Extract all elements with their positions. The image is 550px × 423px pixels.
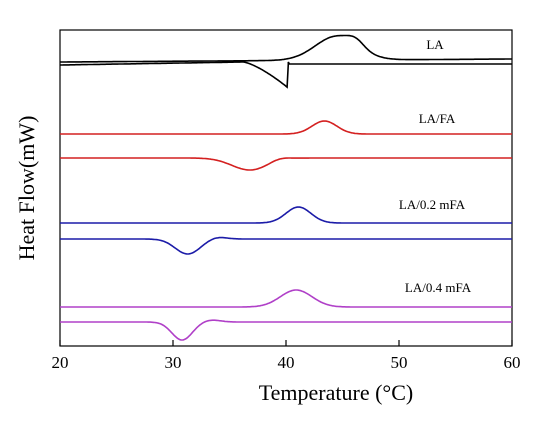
series-label-la-fa: LA/FA	[419, 111, 456, 126]
series-label-la-0-2-mfa: LA/0.2 mFA	[399, 197, 466, 212]
heating-curve-la-0-2-mfa	[60, 206, 512, 224]
x-tick-label: 30	[165, 353, 182, 372]
x-tick-label: 40	[278, 353, 295, 372]
heating-curve-la-0-4-mfa	[60, 289, 512, 308]
cooling-curve-la-fa	[60, 157, 512, 171]
x-axis-label: Temperature (°C)	[259, 380, 413, 405]
series-label-la-0-4-mfa: LA/0.4 mFA	[405, 280, 472, 295]
x-tick-label: 50	[391, 353, 408, 372]
heating-curve-la-fa	[60, 120, 512, 135]
series-labels: LA LA/FA LA/0.2 mFA LA/0.4 mFA	[399, 37, 472, 295]
cooling-curve-la-0-2-mfa	[60, 236, 512, 255]
plot-frame	[59, 29, 513, 347]
x-tick-label: 60	[504, 353, 521, 372]
series-label-la: LA	[426, 37, 444, 52]
y-axis-label: Heat Flow(mW)	[14, 116, 39, 261]
cooling-curve-la-0-4-mfa	[60, 319, 512, 341]
cooling-curve-la	[60, 61, 512, 89]
heating-curve-la	[60, 34, 512, 63]
x-ticks: 20 30 40 50 60	[52, 340, 521, 372]
curves	[60, 34, 512, 341]
x-tick-label: 20	[52, 353, 69, 372]
